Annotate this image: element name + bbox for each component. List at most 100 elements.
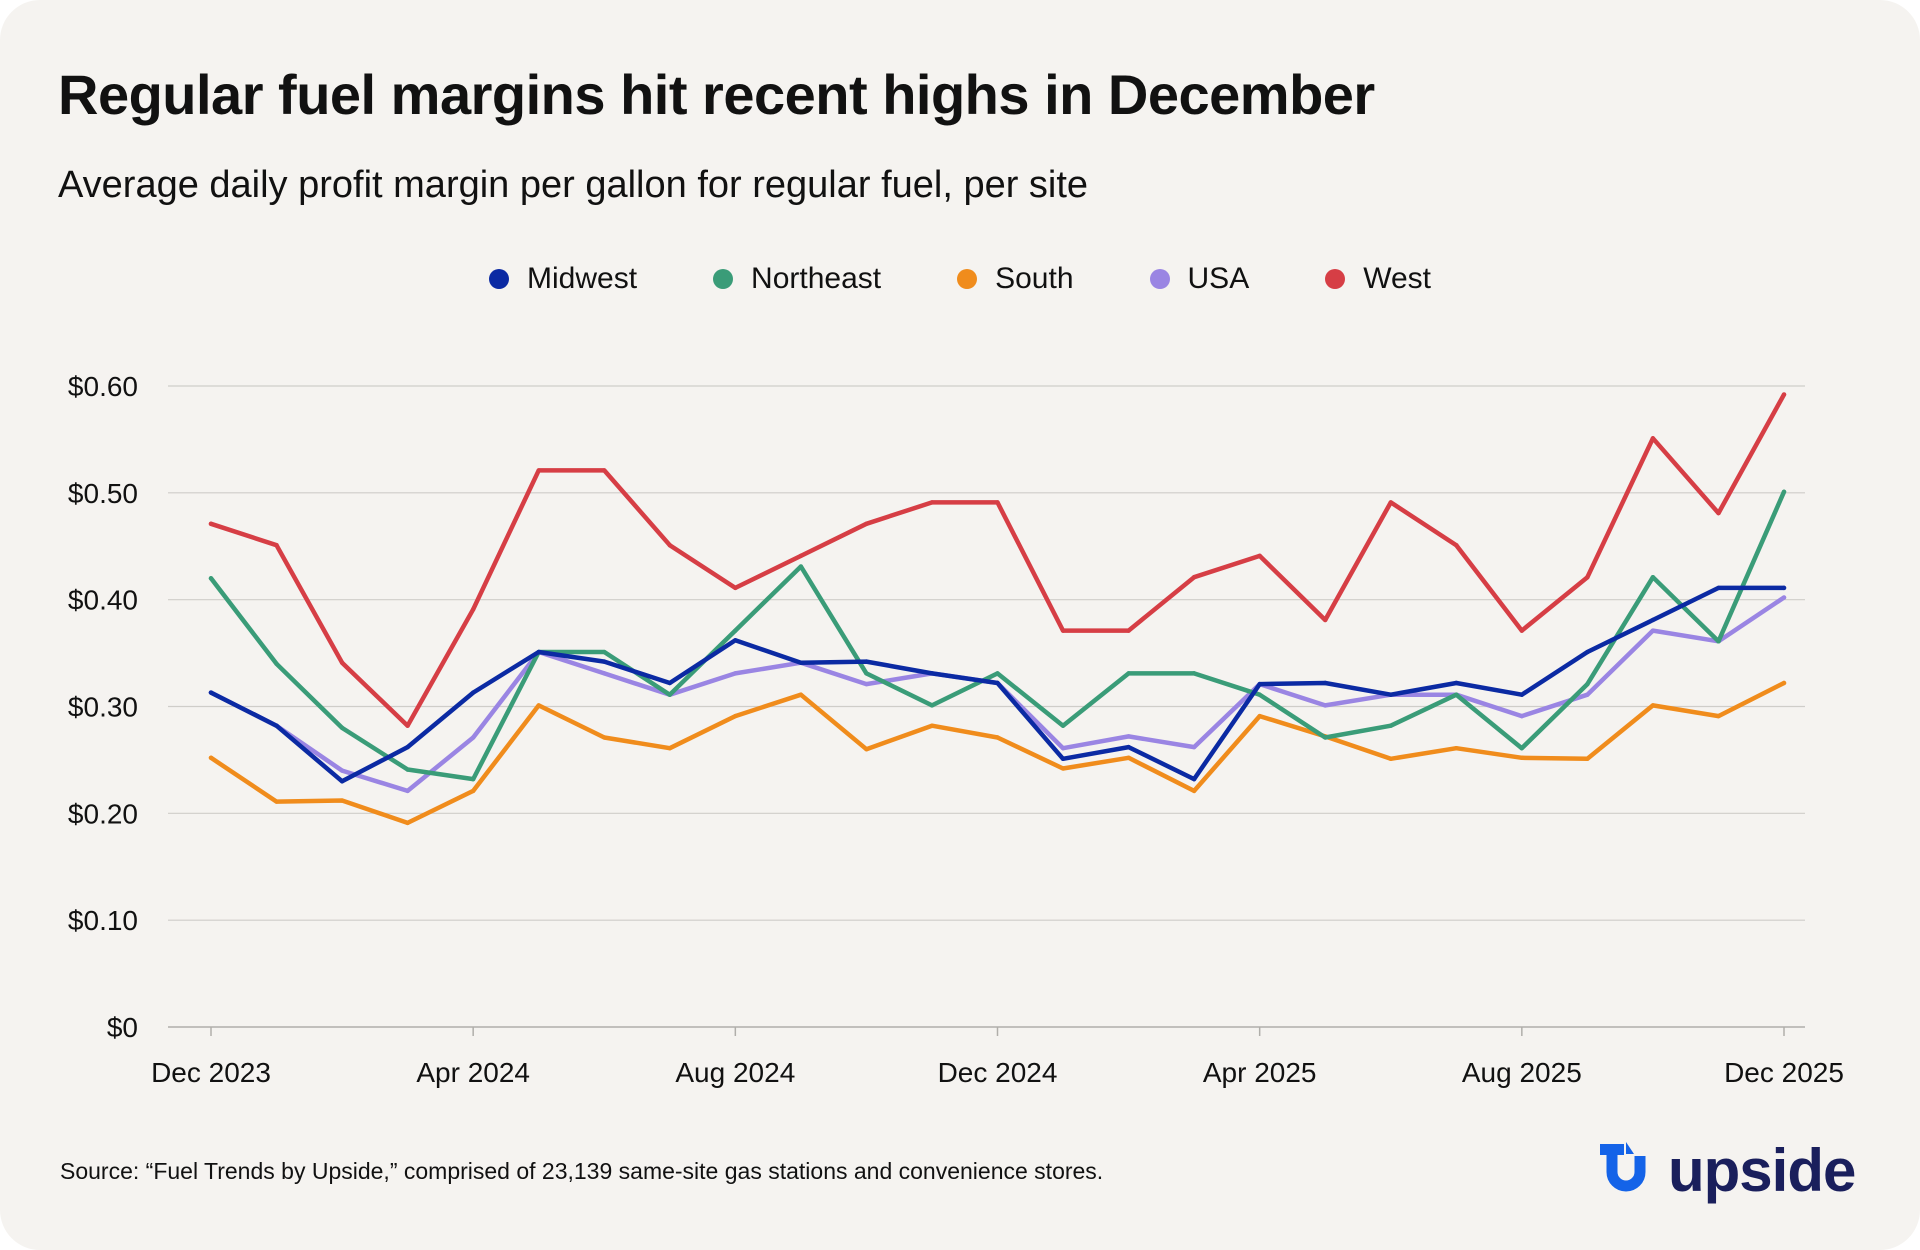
data-point-midwest [798,660,804,665]
series-west [208,392,1787,728]
y-tick-label: $0.10 [68,905,138,936]
data-point-usa [733,671,738,676]
data-point-usa [339,768,345,773]
y-tick-label: $0.30 [68,692,138,723]
data-point-midwest [405,744,410,750]
data-point-usa [1191,744,1197,750]
data-point-south [864,747,869,752]
chart-subtitle: Average daily profit margin per gallon f… [58,164,1089,206]
data-point-west [536,468,541,473]
data-point-midwest [1257,681,1262,687]
data-point-usa [1323,703,1328,708]
legend-label: South [995,262,1074,295]
data-point-northeast [1454,692,1459,697]
data-point-west [339,660,345,665]
legend-dot-icon [1325,269,1346,289]
series-line-usa [208,595,1787,794]
data-point-west [667,542,672,548]
data-point-usa [1126,734,1131,739]
data-point-south [536,703,541,708]
axes: $0 $0.10 $0.20 $0.30 $0.40 $0.50 $0.60 Dec 2023… [68,371,1844,1088]
data-point-midwest [1585,649,1590,655]
legend-label: West [1363,262,1431,295]
data-point-south [1060,766,1066,771]
data-point-midwest [1650,617,1656,623]
data-point-west [470,607,476,612]
data-point-midwest [1126,744,1131,750]
data-point-northeast [208,576,214,581]
series-line-south [208,680,1787,826]
data-point-west [274,542,279,548]
series-south [208,680,1787,826]
y-tick-label: $0 [107,1012,138,1043]
data-point-west [1454,542,1459,548]
x-tick-label: Apr 2025 [1203,1057,1317,1088]
legend-dot-icon [957,269,978,289]
data-point-usa [1781,595,1787,600]
data-point-midwest [995,680,1000,686]
data-point-south [1191,788,1197,794]
upside-logo-icon [1600,1142,1646,1192]
legend-item-midwest: Midwest [489,262,637,296]
y-tick-label: $0.20 [68,798,138,829]
data-point-midwest [536,649,541,655]
data-point-south [470,788,476,794]
data-point-west [1650,436,1656,441]
data-point-northeast [1323,735,1328,740]
data-point-northeast [667,692,672,697]
data-point-northeast [602,649,607,655]
upside-logo-text: upside [1668,1136,1856,1204]
data-point-northeast [1650,575,1656,580]
data-point-midwest [929,671,935,676]
data-point-south [1519,755,1525,760]
data-point-west [1716,510,1721,516]
data-point-west [1519,628,1525,633]
data-point-northeast [929,703,935,708]
data-point-west [1257,553,1262,559]
data-point-northeast [798,564,804,569]
data-point-south [274,799,279,804]
data-point-south [995,735,1000,740]
series-usa [208,595,1787,794]
data-point-northeast [1585,681,1590,687]
data-point-northeast [995,671,1000,676]
data-point-northeast [1191,671,1197,676]
data-point-south [1388,756,1393,762]
data-point-south [1454,745,1459,751]
data-point-west [995,500,1000,505]
data-point-south [1650,703,1656,708]
data-point-south [733,713,738,719]
data-point-south [208,755,214,760]
y-tick-label: $0.50 [68,478,138,509]
data-point-midwest [1388,692,1393,697]
data-point-northeast [1060,723,1066,728]
data-point-northeast [733,628,738,633]
data-point-midwest [1716,585,1721,591]
data-point-south [667,745,672,751]
data-point-northeast [1716,639,1721,644]
data-point-midwest [1781,585,1787,591]
data-point-usa [864,681,869,687]
data-point-midwest [864,659,869,664]
data-point-usa [405,788,410,794]
line-chart: $0 $0.10 $0.20 $0.30 $0.40 $0.50 $0.60 Dec 2023… [68,371,1844,1088]
data-point-west [733,585,738,591]
x-tick-label: Aug 2025 [1462,1057,1582,1088]
data-point-usa [1519,713,1525,719]
data-point-midwest [1519,692,1525,697]
data-point-midwest [667,680,672,686]
data-point-midwest [274,723,279,728]
upside-logo: upside [1594,1136,1870,1204]
x-tick-label: Apr 2024 [416,1057,530,1088]
data-point-west [1585,575,1590,580]
data-point-west [208,521,214,527]
y-tick-label: $0.60 [68,371,138,402]
data-point-south [1716,713,1721,719]
data-point-south [1585,756,1590,762]
data-point-midwest [602,659,607,664]
data-point-south [1781,680,1787,686]
data-point-usa [1060,745,1066,751]
data-point-midwest [470,690,476,695]
data-point-northeast [339,725,345,731]
data-point-south [405,820,410,826]
